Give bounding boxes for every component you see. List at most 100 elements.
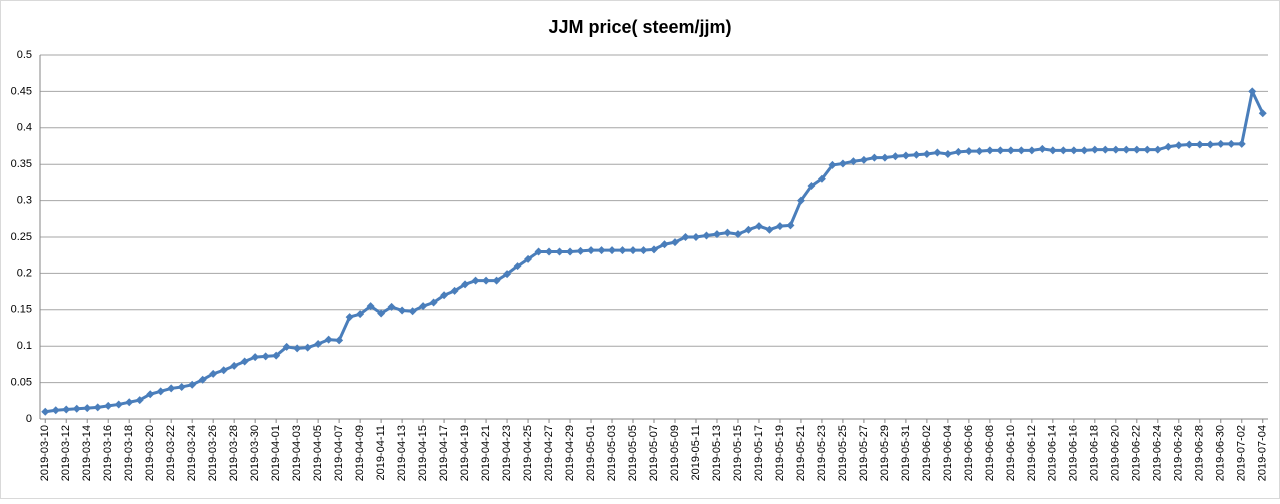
marker [608,246,617,255]
x-tick-label: 2019-03-28 [228,425,240,481]
x-tick-label: 2019-03-12 [60,425,72,481]
marker [1206,140,1215,149]
y-tick-label: 0.15 [11,304,32,316]
marker [1059,146,1068,155]
marker [324,335,333,344]
marker [62,405,71,414]
x-tick-label: 2019-04-17 [438,425,450,481]
x-tick-label: 2019-03-18 [123,425,135,481]
x-tick-label: 2019-03-20 [144,425,156,481]
marker [83,404,92,413]
marker [51,406,60,415]
marker [146,390,155,399]
x-tick-label: 2019-04-13 [396,425,408,481]
y-tick-label: 0.1 [17,340,32,352]
x-tick-label: 2019-04-05 [312,425,324,481]
marker [587,246,596,255]
x-tick-label: 2019-04-03 [291,425,303,481]
marker [1227,139,1236,148]
marker [356,310,365,319]
marker [786,221,795,230]
x-tick-label: 2019-06-12 [1026,425,1038,481]
marker [461,280,470,289]
x-tick-label: 2019-03-10 [39,425,51,481]
marker [975,147,984,156]
marker [1101,145,1110,154]
marker [314,340,323,349]
marker [1048,146,1057,155]
marker [985,146,994,155]
marker [156,387,165,396]
marker [524,254,533,263]
marker [566,247,575,256]
y-tick-label: 0.5 [17,49,32,61]
x-tick-label: 2019-06-20 [1110,425,1122,481]
x-tick-label: 2019-05-17 [753,425,765,481]
marker [114,400,123,409]
marker [754,222,763,231]
x-tick-label: 2019-05-01 [585,425,597,481]
x-tick-label: 2019-05-25 [837,425,849,481]
marker [188,380,197,389]
marker [943,150,952,159]
marker [691,233,700,241]
x-tick-label: 2019-04-19 [459,425,471,481]
marker [377,309,386,318]
marker [1006,146,1015,155]
x-tick-label: 2019-04-09 [354,425,366,481]
marker [167,384,176,393]
marker [503,270,512,279]
x-tick-label: 2019-07-02 [1236,425,1248,481]
marker [93,403,102,412]
marker [765,225,774,234]
x-tick-label: 2019-05-07 [648,425,660,481]
marker [922,150,931,159]
x-tick-label: 2019-06-10 [1005,425,1017,481]
x-tick-label: 2019-05-13 [711,425,723,481]
x-tick-label: 2019-06-28 [1194,425,1206,481]
marker [1038,144,1047,153]
marker [345,313,354,322]
chart-title: JJM price( steem/jjm) [548,17,731,37]
marker [545,247,554,256]
x-tick-label: 2019-06-30 [1215,425,1227,481]
x-tick-label: 2019-03-16 [102,425,114,481]
marker [240,357,249,366]
x-tick-label: 2019-05-23 [816,425,828,481]
marker [272,351,281,360]
marker [230,361,239,370]
marker [209,369,218,378]
marker [650,245,658,254]
marker [639,246,648,255]
marker [660,240,669,249]
marker [933,148,942,157]
marker [901,151,910,160]
x-tick-label: 2019-06-22 [1131,425,1143,481]
y-tick-label: 0.35 [11,158,32,170]
marker [419,302,428,311]
x-tick-label: 2019-05-03 [606,425,618,481]
x-tick-label: 2019-05-29 [879,425,891,481]
x-tick-label: 2019-06-24 [1152,425,1164,481]
y-tick-label: 0.2 [17,267,32,279]
marker [1164,142,1173,151]
marker [366,302,375,311]
x-tick-label: 2019-05-05 [627,425,639,481]
x-tick-label: 2019-04-27 [543,425,555,481]
x-tick-label: 2019-04-23 [501,425,513,481]
marker [681,233,690,241]
marker [450,286,459,295]
y-tick-label: 0.3 [17,195,32,207]
marker [597,246,606,255]
marker [712,230,721,239]
x-tick-label: 2019-06-16 [1068,425,1080,481]
x-tick-label: 2019-06-04 [942,425,954,481]
x-tick-label: 2019-06-02 [921,425,933,481]
x-tick-label: 2019-03-26 [207,425,219,481]
marker [1111,145,1120,154]
y-tick-label: 0 [26,413,32,425]
marker [1122,145,1131,154]
marker [440,291,449,300]
x-tick-label: 2019-05-21 [795,425,807,481]
marker [702,231,711,240]
